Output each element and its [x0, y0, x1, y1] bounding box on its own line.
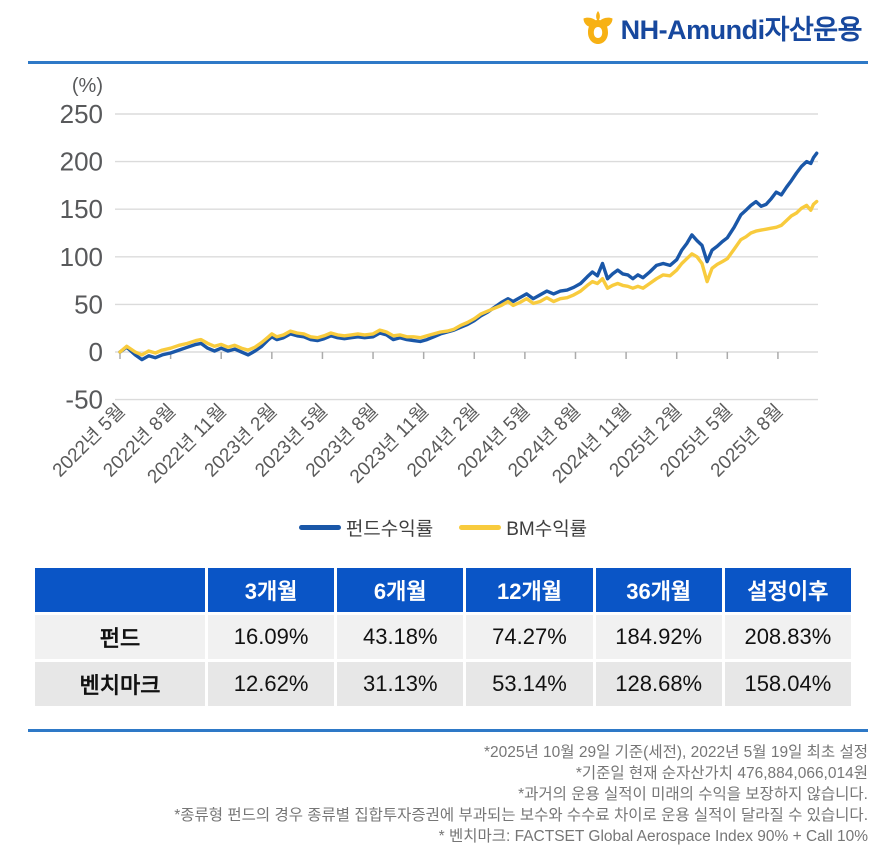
- table-row-benchmark-label: 벤치마크: [35, 662, 205, 706]
- table-header-cell-3m: 3개월: [208, 568, 335, 612]
- logo: NH-Amundi자산운용: [579, 8, 863, 47]
- bottom-divider: [28, 729, 868, 732]
- performance-table: 3개월 6개월 12개월 36개월 설정이후 펀드 16.09% 43.18% …: [35, 568, 851, 706]
- footnote-line: *종류형 펀드의 경우 종류별 집합투자증권에 부과되는 보수와 수수료 차이로…: [174, 807, 868, 824]
- y-axis-unit-label: (%): [72, 75, 103, 97]
- fund-6m-value: 43.18%: [337, 615, 464, 659]
- fund-line: [118, 151, 819, 362]
- brand-ko: 자산운용: [764, 15, 863, 45]
- bm-line: [118, 199, 819, 357]
- fund-inception-value: 208.83%: [724, 615, 851, 659]
- fund-12m-value: 74.27%: [466, 615, 593, 659]
- footnote-line: *기준일 현재 순자산가치 476,884,066,014원: [575, 765, 868, 782]
- top-divider: [28, 61, 868, 64]
- y-tick-label: -50: [65, 385, 103, 415]
- legend-swatch-bm: [459, 525, 502, 530]
- footnote-line: * 벤치마크: FACTSET Global Aerospace Index 9…: [438, 828, 868, 845]
- table-header-cell-12m: 12개월: [466, 568, 593, 612]
- brand-text: NH-Amundi자산운용: [620, 8, 863, 47]
- nh-flower-icon: [579, 9, 617, 46]
- benchmark-6m-value: 31.13%: [337, 662, 464, 706]
- y-tick-label: 250: [60, 99, 103, 129]
- legend-label-bm: BM수익률: [506, 519, 588, 540]
- benchmark-inception-value: 158.04%: [724, 662, 851, 706]
- table-header-cell-blank: [35, 568, 205, 612]
- footnote-line: *과거의 운용 실적이 미래의 수익을 보장하지 않습니다.: [518, 786, 868, 803]
- y-tick-label: 50: [74, 289, 103, 319]
- legend-item-fund: 펀드수익률: [298, 514, 434, 541]
- benchmark-3m-value: 12.62%: [208, 662, 335, 706]
- table-row-fund-label: 펀드: [35, 615, 205, 659]
- y-tick-label: 100: [60, 242, 103, 272]
- footnotes: *2025년 10월 29일 기준(세전), 2022년 5월 19일 최초 설…: [20, 742, 868, 847]
- y-tick-label: 0: [89, 337, 103, 367]
- legend-swatch-fund: [298, 525, 341, 530]
- footnote-line: *2025년 10월 29일 기준(세전), 2022년 5월 19일 최초 설…: [483, 744, 868, 761]
- table-header-cell-36m: 36개월: [595, 568, 722, 612]
- fund-36m-value: 184.92%: [595, 615, 722, 659]
- benchmark-36m-value: 128.68%: [595, 662, 722, 706]
- brand-en: NH-Amundi: [620, 15, 765, 45]
- legend-item-bm: BM수익률: [459, 514, 587, 541]
- chart-legend: 펀드수익률 BM수익률: [0, 514, 886, 541]
- table-header-cell-6m: 6개월: [337, 568, 464, 612]
- performance-chart: 250 200 150 100 50 0 -50 (%) 2022년 5월 2022년 8월 202…: [0, 64, 886, 516]
- y-tick-label: 200: [60, 147, 103, 177]
- fund-3m-value: 16.09%: [208, 615, 335, 659]
- table-header-cell-since-inception: 설정이후: [724, 568, 851, 612]
- benchmark-12m-value: 53.14%: [466, 662, 593, 706]
- y-tick-label: 150: [60, 194, 103, 224]
- legend-label-fund: 펀드수익률: [345, 519, 434, 540]
